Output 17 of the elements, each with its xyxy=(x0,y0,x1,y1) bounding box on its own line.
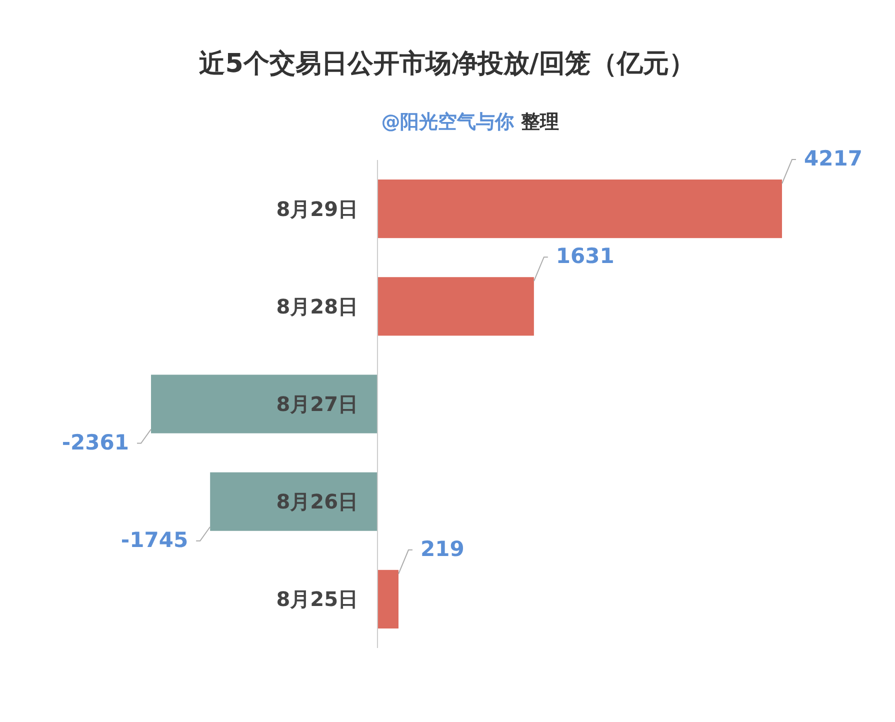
chart-subtitle: @阳光空气与你 整理 xyxy=(381,111,559,133)
y-tick-label: 8月27日 xyxy=(276,392,358,416)
data-label: 1631 xyxy=(556,244,614,268)
y-tick-label: 8月28日 xyxy=(276,294,358,318)
data-label: -1745 xyxy=(120,528,188,552)
bar xyxy=(377,277,534,336)
y-tick-label: 8月25日 xyxy=(276,587,358,612)
y-tick-label: 8月29日 xyxy=(276,196,358,221)
bar xyxy=(151,374,378,434)
bar xyxy=(377,570,398,628)
y-tick-label: 8月26日 xyxy=(276,490,358,514)
data-label: 4217 xyxy=(804,146,862,171)
bar xyxy=(377,180,782,238)
chart-title: 近5个交易日公开市场净投放/回笼（亿元） xyxy=(199,49,695,79)
data-label: -2361 xyxy=(62,430,129,454)
bar xyxy=(210,472,378,531)
data-label: 219 xyxy=(420,536,464,561)
